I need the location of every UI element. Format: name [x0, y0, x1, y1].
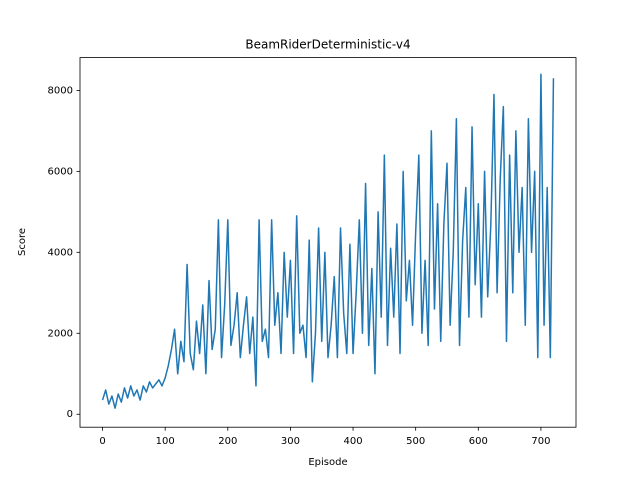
y-tick-label: 0: [67, 409, 73, 420]
data-line: [101, 73, 555, 409]
x-tick-label: 600: [469, 436, 488, 447]
x-axis-label: Episode: [308, 457, 347, 468]
x-tick-label: 100: [156, 436, 175, 447]
y-tick-label: 8000: [48, 85, 73, 96]
plot-frame: [79, 57, 577, 428]
chart-title: BeamRiderDeterministic-v4: [245, 38, 410, 52]
y-tick-label: 2000: [48, 328, 73, 339]
y-tick-label: 6000: [48, 166, 73, 177]
x-tick-label: 500: [406, 436, 425, 447]
x-tick-label: 300: [281, 436, 300, 447]
y-tick-label: 4000: [48, 247, 73, 258]
x-tick-label: 0: [99, 436, 105, 447]
x-tick-label: 700: [531, 436, 550, 447]
x-tick-label: 400: [344, 436, 363, 447]
x-tick-label: 200: [218, 436, 237, 447]
y-axis-label: Score: [17, 228, 28, 256]
